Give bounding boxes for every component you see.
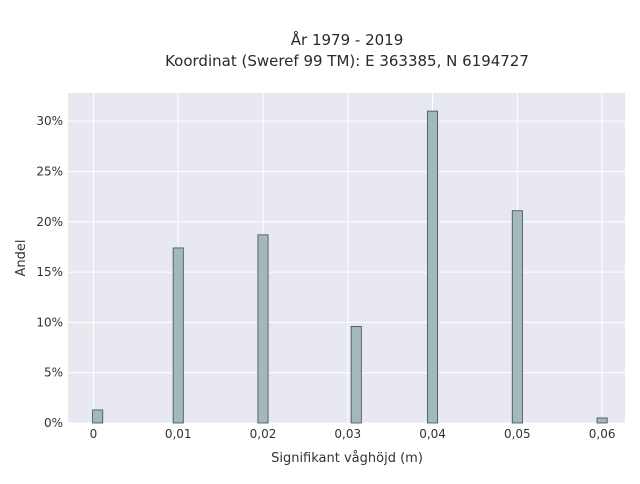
bar <box>511 210 523 424</box>
y-tick-label: 0% <box>44 416 63 430</box>
y-tick-label: 5% <box>44 366 63 380</box>
bar <box>350 326 362 424</box>
y-axis-title: Andel <box>14 240 29 277</box>
x-axis-title: Signifikant våghöjd (m) <box>271 451 423 466</box>
chart-title: År 1979 - 2019 Koordinat (Sweref 99 TM):… <box>165 30 529 70</box>
x-tick-label: 0,02 <box>250 427 277 441</box>
bars <box>92 110 608 424</box>
bar <box>427 110 439 424</box>
y-tick-label: 20% <box>36 215 63 229</box>
x-tick-label: 0,04 <box>419 427 446 441</box>
bar <box>172 247 184 424</box>
x-tick-label: 0,06 <box>589 427 616 441</box>
chart-title-line-1: År 1979 - 2019 <box>291 30 404 49</box>
x-tick-label: 0,05 <box>504 427 531 441</box>
x-tick-label: 0,03 <box>334 427 361 441</box>
y-tick-label: 10% <box>36 315 63 329</box>
chart-title-line-2: Koordinat (Sweref 99 TM): E 363385, N 61… <box>165 52 529 70</box>
x-tick-label: 0 <box>90 427 98 441</box>
y-axis-ticks: 0% 5% 10% 15% 20% 25% 30% <box>36 114 63 430</box>
bar <box>596 417 608 424</box>
bar <box>257 234 269 424</box>
y-tick-label: 25% <box>36 164 63 178</box>
y-tick-label: 30% <box>36 114 63 128</box>
bar <box>92 409 104 424</box>
y-tick-label: 15% <box>36 265 63 279</box>
x-tick-label: 0,01 <box>165 427 192 441</box>
x-axis-ticks: 0 0,01 0,02 0,03 0,04 0,05 0,06 <box>90 427 616 441</box>
plot-area <box>68 93 625 423</box>
